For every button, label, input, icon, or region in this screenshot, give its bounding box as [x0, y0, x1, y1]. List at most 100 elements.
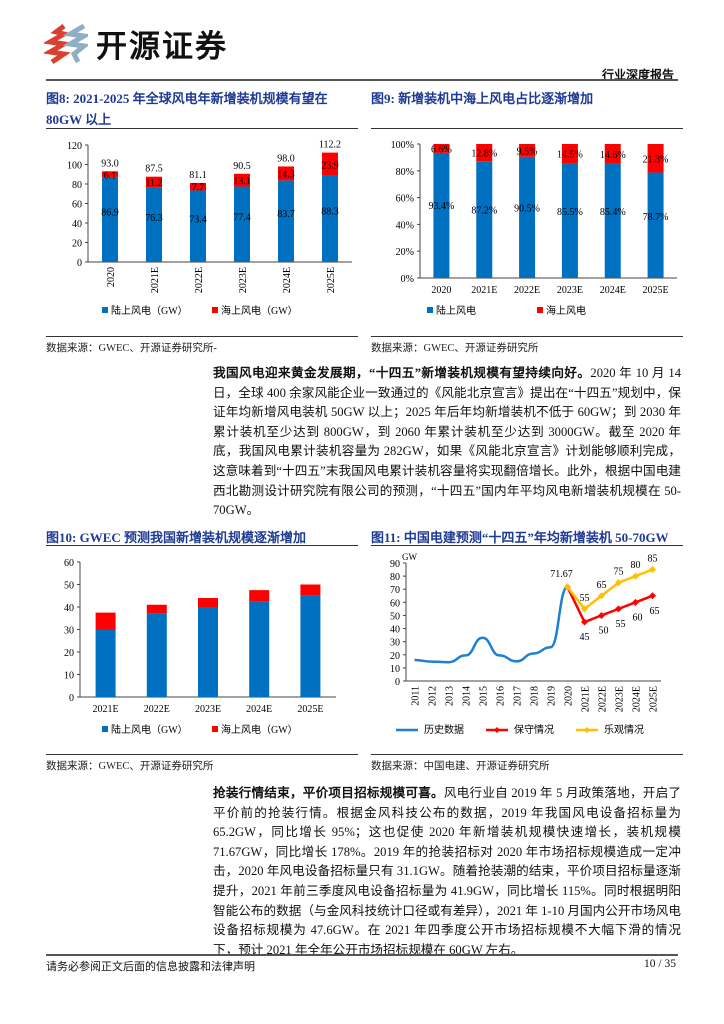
- onshore-bar: [102, 177, 118, 262]
- y-tick-label: 20: [390, 651, 400, 662]
- x-tick-label: 2022E: [514, 285, 540, 296]
- fig10-title: 图10: GWEC 预测我国新增装机规模逐渐增加: [46, 530, 307, 545]
- y-tick-label: 20%: [396, 247, 414, 258]
- page-number: 10 / 35: [644, 958, 676, 970]
- header-divider: [46, 79, 678, 81]
- y-tick-label: 40: [390, 625, 400, 636]
- offshore-bar: [198, 598, 218, 607]
- fig9-title: 图9: 新增装机中海上风电占比逐渐增加: [371, 91, 594, 106]
- legend-label: 海上风电: [546, 304, 586, 317]
- x-tick-label: 2021E: [150, 267, 161, 293]
- data-label: 86.9: [101, 207, 119, 218]
- x-tick-label: 2025E: [297, 704, 323, 715]
- series-marker: [649, 566, 656, 574]
- paragraph-lead: 我国风电迎来黄金发展期，“十四五”新增装机规模有望持续向好。: [213, 366, 591, 380]
- x-tick-label: 2011: [411, 686, 422, 706]
- data-label: 78.7%: [643, 212, 669, 223]
- y-tick-label: 40: [64, 603, 74, 614]
- y-tick-label: 30: [390, 638, 400, 649]
- legend-label: 历史数据: [424, 723, 464, 736]
- y-tick-label: 60%: [396, 194, 414, 205]
- data-label: 83.7: [277, 209, 295, 220]
- y-tick-label: 80: [390, 572, 400, 583]
- total-label: 87.5: [145, 164, 163, 175]
- x-tick-label: 2023E: [195, 704, 221, 715]
- logo-text: 开源证券: [96, 28, 228, 65]
- offshore-bar: [519, 144, 536, 157]
- onshore-bar: [95, 629, 116, 697]
- data-label: 87.2%: [471, 206, 497, 217]
- y-tick-label: 10: [390, 664, 400, 675]
- offshore-bar: [95, 612, 116, 630]
- offshore-bar: [249, 590, 270, 602]
- offshore-bar: [647, 144, 664, 173]
- data-label: 6.6%: [431, 144, 452, 155]
- fig11-source-divider: [371, 754, 683, 755]
- x-tick-label: 2023E: [238, 267, 249, 293]
- data-label: 90.5%: [514, 203, 540, 214]
- y-axis-unit: GW: [402, 552, 417, 562]
- series-line-1: [566, 586, 653, 624]
- y-tick-label: 60: [390, 598, 400, 609]
- footer-disclaimer: 请务必参阅正文后面的信息披露和法律声明: [46, 961, 255, 973]
- y-tick-label: 80: [72, 180, 82, 191]
- y-tick-label: 40: [72, 219, 82, 230]
- y-tick-label: 80%: [396, 167, 414, 178]
- fig10-divider: [46, 545, 358, 546]
- fig11-title: 图11: 中国电建预测“十四五”年均新增装机 50-70GW: [371, 530, 669, 545]
- fig9-source: 数据来源：GWEC、开源证券研究所: [371, 343, 539, 354]
- x-tick-label: 2022E: [598, 686, 609, 712]
- legend-swatch: [212, 726, 218, 732]
- legend-swatch: [537, 307, 543, 313]
- fig8-source: 数据来源：GWEC、开源证券研究所-: [46, 343, 217, 354]
- onshore-bar: [322, 175, 338, 262]
- x-tick-label: 2025E: [326, 267, 337, 293]
- offshore-bar: [476, 144, 493, 162]
- series-marker: [632, 572, 639, 580]
- data-label: 85: [648, 554, 658, 565]
- x-tick-label: 2014: [462, 686, 473, 706]
- total-label: 93.0: [101, 158, 119, 169]
- y-tick-label: 10: [64, 671, 74, 682]
- legend-label: 陆上风电: [436, 304, 476, 317]
- x-tick-label: 2020: [431, 285, 451, 296]
- x-tick-label: 2015: [479, 686, 490, 706]
- onshore-bar: [604, 163, 621, 278]
- y-tick-label: 60: [64, 558, 74, 569]
- x-tick-label: 2018: [530, 686, 541, 706]
- series-marker: [581, 618, 588, 626]
- footer-divider: [46, 954, 678, 956]
- fig9-divider: [371, 128, 683, 129]
- data-label: 77.4: [233, 212, 251, 223]
- x-tick-label: 2024E: [632, 686, 643, 712]
- paragraph-tender-scale: 抢装行情结束，平价项目招标规模可喜。风电行业自 2019 年 5 月政策落地，开…: [213, 784, 681, 960]
- total-label: 112.2: [319, 140, 341, 151]
- legend-label: 海上风电（GW）: [221, 304, 298, 317]
- offshore-bar: [190, 182, 206, 191]
- fig8-divider: [46, 128, 358, 129]
- onshore-bar: [278, 180, 294, 262]
- y-tick-label: 100%: [391, 140, 414, 151]
- total-label: 81.1: [189, 170, 207, 181]
- x-tick-label: 2022E: [194, 267, 205, 293]
- legend-label: 保守情况: [514, 723, 554, 736]
- total-label: 90.5: [233, 161, 251, 172]
- x-tick-label: 2021E: [93, 704, 119, 715]
- fig9-chart: 0% 20% 40% 60% 80% 100% 2020 2021E 2022E 2023E 202…: [391, 140, 677, 317]
- onshore-bar: [519, 156, 536, 278]
- data-label: 93.4%: [428, 201, 454, 212]
- x-tick-label: 2025E: [643, 285, 669, 296]
- data-label: 11.2: [145, 178, 162, 189]
- offshore-bar: [102, 171, 118, 178]
- data-label: 65: [650, 606, 660, 617]
- series-marker: [598, 611, 605, 619]
- y-tick-label: 40%: [396, 220, 414, 231]
- y-tick-label: 50: [64, 581, 74, 592]
- y-tick-label: 100: [67, 161, 82, 172]
- series-marker: [615, 605, 622, 613]
- data-label: 88.3: [321, 207, 339, 218]
- logo-mark-icon: [44, 23, 88, 64]
- data-label: 14.6%: [600, 150, 626, 161]
- data-label: 65: [597, 580, 607, 591]
- series-marker: [581, 605, 588, 613]
